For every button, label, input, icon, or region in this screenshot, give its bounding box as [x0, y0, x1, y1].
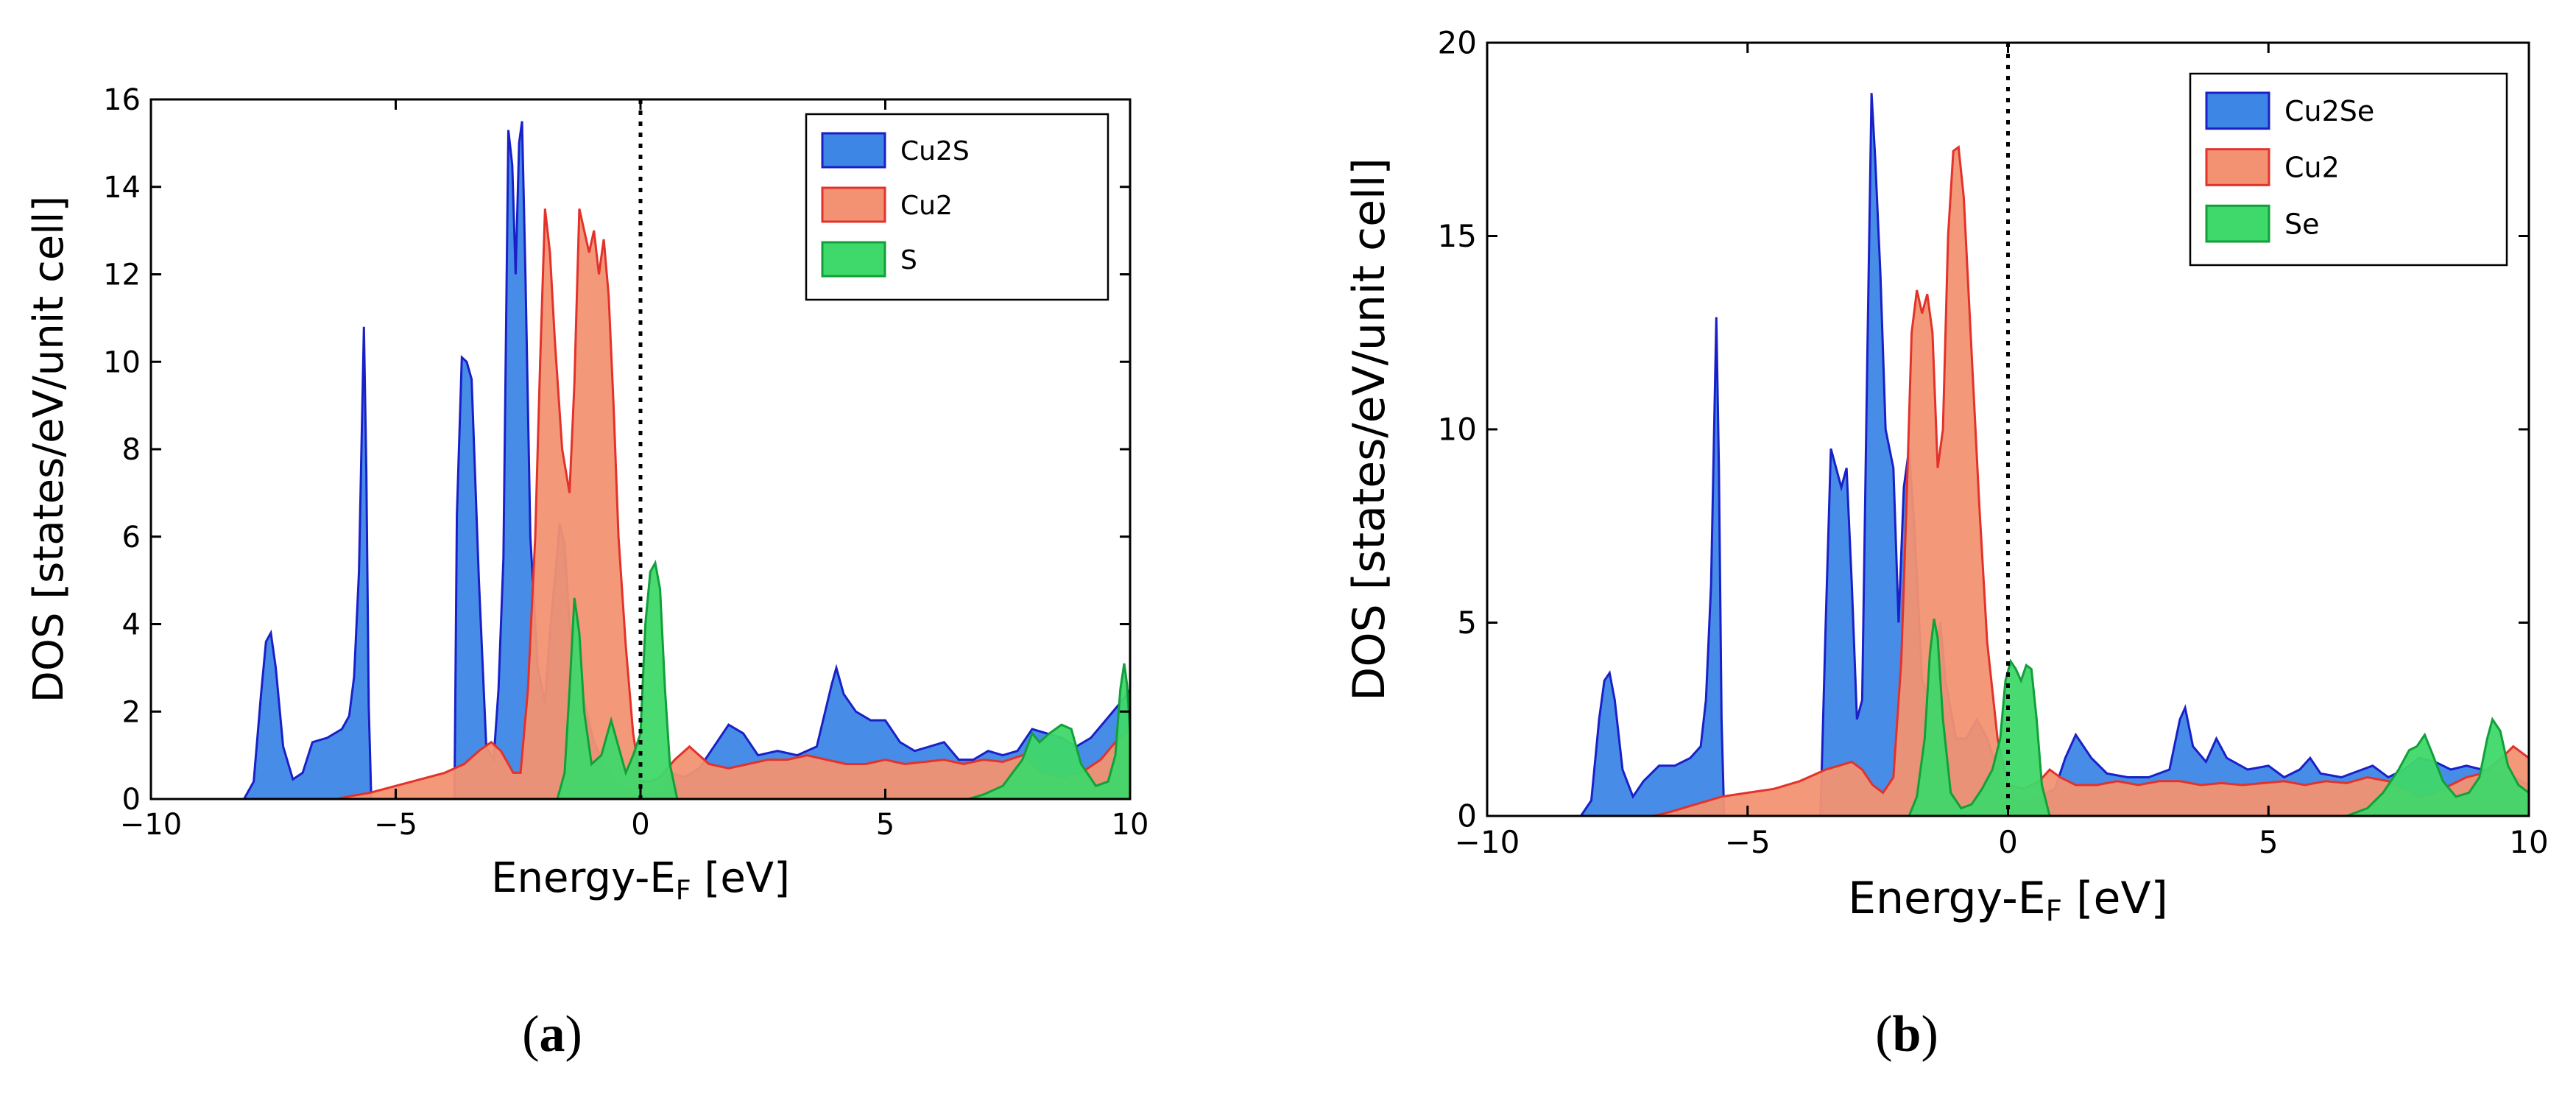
caption-b-close: ): [1921, 1006, 1938, 1063]
y-tick-label-a: 2: [122, 695, 141, 729]
series-group-a: [243, 121, 1130, 799]
series-area-a-Cu2S: [244, 121, 1130, 799]
caption-a-open: (: [522, 1006, 540, 1063]
y-tick-label-a: 14: [103, 171, 141, 205]
series-line-a-Cu2: [336, 208, 1130, 799]
series-line-a-S: [556, 560, 1130, 799]
y-tick-label-b: 10: [1438, 412, 1477, 448]
x-tick-label-a: 0: [631, 808, 649, 842]
legend-label-b-Se: Se: [2284, 208, 2320, 240]
legend-label-a-Cu2: Cu2: [900, 191, 953, 221]
legend-label-a-S: S: [900, 245, 917, 275]
y-tick-label-a: 6: [122, 521, 141, 555]
y-tick-label-a: 0: [122, 783, 141, 817]
x-tick-label-b: −10: [1455, 824, 1520, 860]
legend-swatch-a-S: [821, 241, 886, 278]
legend-label-a-Cu2S: Cu2S: [900, 136, 970, 166]
y-tick-label-b: 5: [1457, 605, 1477, 641]
legend-swatch-b-Se: [2205, 204, 2270, 243]
x-tick-label-a: 5: [876, 808, 894, 842]
x-tick-label-b: −5: [1725, 824, 1771, 860]
caption-a: (a): [522, 1005, 582, 1064]
x-tick-label-b: 5: [2259, 824, 2279, 860]
y-tick-label-a: 12: [103, 258, 141, 292]
legend-swatch-b-Cu2Se: [2205, 91, 2270, 130]
legend-label-b-Cu2: Cu2: [2284, 152, 2340, 184]
series-line-b-Se: [1908, 619, 2529, 816]
legend-swatch-a-Cu2S: [821, 132, 886, 169]
x-tick-label-a: 10: [1112, 808, 1149, 842]
y-tick-label-b: 0: [1457, 798, 1477, 834]
x-axis-label-b: Energy-EF [eV]: [1848, 873, 2168, 928]
legend-swatch-b-Cu2: [2205, 148, 2270, 186]
caption-a-close: ): [565, 1006, 582, 1063]
panel-b-chart: −10 −5 0 5 10 0 5 10 15 20 Energy-EF [eV] DOS [stat…: [1344, 25, 2549, 928]
x-tick-label-a: −5: [374, 808, 417, 842]
x-tick-label-a: −10: [120, 808, 182, 842]
y-tick-label-a: 10: [103, 345, 141, 379]
caption-b-letter: b: [1892, 1006, 1922, 1063]
legend-label-b-Cu2Se: Cu2Se: [2284, 95, 2374, 127]
legend-swatch-a-Cu2: [821, 186, 886, 223]
series-group-b: [1580, 93, 2529, 816]
y-tick-label-b: 20: [1438, 25, 1477, 61]
series-area-a-Cu2: [336, 208, 1130, 799]
x-tick-label-b: 10: [2509, 824, 2548, 860]
caption-b: (b): [1875, 1005, 1938, 1064]
y-tick-label-a: 8: [122, 433, 141, 467]
series-area-a-S: [557, 563, 1130, 799]
panel-a-chart: −10 −5 0 5 10 0 2 4 6 8 10 12 14 16 Energy-EF [eV] DOS …: [25, 83, 1148, 906]
series-area-b-Se: [1909, 619, 2529, 816]
y-axis-label-b: DOS [states/eV/unit cell]: [1344, 158, 1395, 701]
x-tick-label-b: 0: [1998, 824, 2018, 860]
caption-a-letter: a: [539, 1006, 565, 1063]
y-tick-label-a: 16: [103, 83, 141, 117]
y-tick-label-a: 4: [122, 608, 141, 642]
y-tick-label-b: 15: [1438, 218, 1477, 254]
y-axis-label-a: DOS [states/eV/unit cell]: [25, 196, 73, 703]
caption-b-open: (: [1875, 1006, 1893, 1063]
x-axis-label-a: Energy-EF [eV]: [491, 854, 790, 906]
